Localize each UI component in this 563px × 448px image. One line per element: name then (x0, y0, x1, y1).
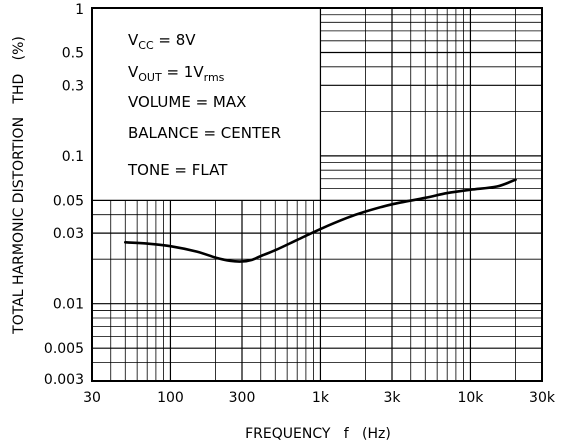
y-tick-label: 0.05 (53, 193, 84, 209)
x-axis-label: FREQUENCY f (Hz) (245, 426, 391, 442)
x-tick-label: 100 (157, 390, 184, 406)
y-tick-label: 0.5 (62, 46, 84, 62)
y-tick-label: 0.1 (62, 149, 84, 165)
test-conditions: VCC = 8V VOUT = 1Vrms VOLUME = MAX BALANCE … (127, 31, 281, 179)
condition-line: BALANCE = CENTER (128, 124, 281, 142)
conditions-box-bg (91, 7, 322, 201)
y-tick-label: 0.003 (44, 372, 84, 388)
condition-line: VCC = 8V (128, 31, 196, 52)
thd-series-line (123, 178, 517, 263)
y-tick-label: 0.03 (53, 226, 84, 242)
y-axis-label: TOTAL HARMONIC DISTORTION THD (%) (11, 36, 27, 335)
plot-frame (91, 7, 543, 382)
y-tick-label: 0.01 (53, 297, 84, 313)
y-tick-label: 1 (75, 2, 84, 18)
conditions-box (91, 7, 322, 201)
condition-line: VOLUME = MAX (128, 93, 246, 111)
y-tick-label: 0.3 (62, 78, 84, 94)
condition-line: VOUT = 1Vrms (128, 63, 225, 84)
x-tick-label: 10k (457, 390, 484, 406)
x-tick-labels: 30 100 300 1k 3k 10k 30k (83, 390, 556, 406)
x-tick-label: 3k (383, 390, 401, 406)
condition-line: TONE = FLAT (127, 161, 228, 179)
thd-curve (123, 178, 517, 263)
y-tick-label: 0.005 (44, 341, 84, 357)
x-tick-label: 1k (312, 390, 330, 406)
x-tick-label: 300 (229, 390, 256, 406)
x-tick-label: 30 (83, 390, 101, 406)
y-tick-labels: 0.003 0.005 0.01 0.03 0.05 0.1 0.3 0.5 1 (44, 2, 84, 388)
x-tick-label: 30k (529, 390, 556, 406)
